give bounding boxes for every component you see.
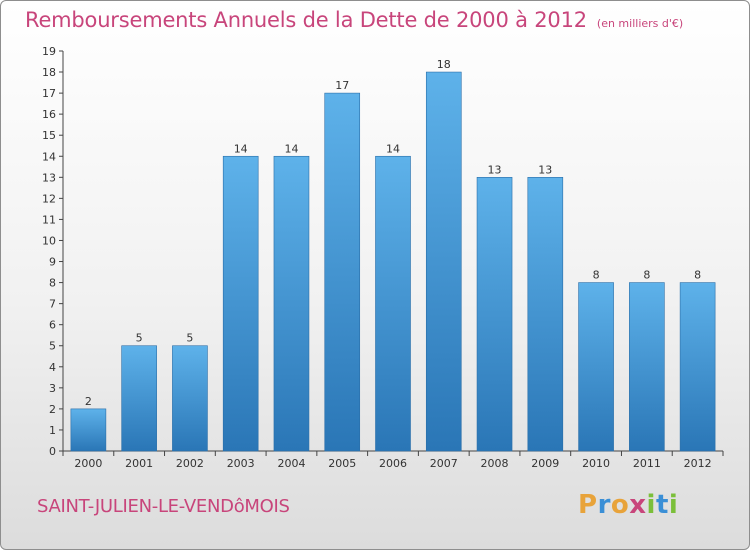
bar <box>375 155 411 452</box>
data-label: 13 <box>488 163 502 176</box>
y-tick-label: 17 <box>42 87 56 100</box>
y-tick-label: 0 <box>49 445 56 458</box>
data-label: 13 <box>538 163 552 176</box>
x-tick-label: 2000 <box>74 457 102 470</box>
x-tick-label: 2004 <box>277 457 305 470</box>
data-label: 14 <box>284 142 298 155</box>
bar <box>324 92 361 452</box>
bar <box>476 177 513 452</box>
bar <box>121 345 157 452</box>
data-label: 17 <box>335 79 349 92</box>
bar <box>629 282 665 452</box>
bar <box>70 408 107 452</box>
data-label: 8 <box>694 269 701 282</box>
bar <box>578 282 614 452</box>
chart-title-main: Remboursements Annuels de la Dette de 20… <box>25 8 587 32</box>
logo-letter: P <box>578 490 598 520</box>
data-label: 5 <box>186 332 193 345</box>
data-label: 14 <box>234 142 248 155</box>
x-tick-label: 2006 <box>379 457 407 470</box>
y-tick-label: 14 <box>42 150 56 163</box>
bar <box>527 177 564 452</box>
logo-letter: r <box>597 490 611 520</box>
bar <box>222 155 259 452</box>
commune-name: SAINT-JULIEN-LE-VENDôMOIS <box>37 496 290 517</box>
logo-letter: t <box>655 490 669 520</box>
chart-unit: (en milliers d'€) <box>596 17 684 30</box>
data-label: 5 <box>136 332 143 345</box>
bar <box>679 282 716 452</box>
x-tick-label: 2011 <box>633 457 661 470</box>
y-tick-label: 3 <box>49 382 56 395</box>
x-tick-label: 2010 <box>582 457 610 470</box>
y-tick-label: 1 <box>49 424 56 437</box>
x-tick-label: 2001 <box>125 457 153 470</box>
x-tick-label: 2005 <box>328 457 356 470</box>
y-tick-label: 19 <box>42 45 56 58</box>
y-tick-label: 4 <box>49 361 56 374</box>
y-tick-label: 6 <box>49 319 56 332</box>
chart-title: Remboursements Annuels de la Dette de 20… <box>25 8 683 32</box>
logo-letter: i <box>668 490 679 520</box>
y-tick-label: 13 <box>42 171 56 184</box>
y-tick-label: 15 <box>42 129 56 142</box>
y-tick-label: 12 <box>42 192 56 205</box>
y-tick-label: 18 <box>42 66 56 79</box>
x-tick-label: 2012 <box>684 457 712 470</box>
bar <box>273 155 310 452</box>
y-tick-label: 9 <box>49 256 56 269</box>
x-tick-label: 2008 <box>481 457 509 470</box>
y-tick-label: 8 <box>49 277 56 290</box>
y-tick-label: 2 <box>49 403 56 416</box>
data-label: 8 <box>593 269 600 282</box>
logo-letter: x <box>629 490 647 520</box>
bar <box>425 71 462 452</box>
logo-letter: o <box>610 490 630 520</box>
proxiti-logo[interactable]: Proxiti <box>578 490 678 520</box>
data-label: 18 <box>437 58 451 71</box>
y-tick-label: 10 <box>42 234 56 247</box>
data-label: 2 <box>85 395 92 408</box>
chart-bars: 2 5 5 14 14 17 14 18 13 13 8 8 8 <box>70 58 716 452</box>
bar <box>172 345 208 452</box>
data-label: 14 <box>386 142 400 155</box>
y-tick-label: 16 <box>42 108 56 121</box>
data-label: 8 <box>643 269 650 282</box>
y-tick-label: 11 <box>42 213 56 226</box>
y-tick-label: 5 <box>49 340 56 353</box>
y-tick-label: 7 <box>49 298 56 311</box>
logo-letter: i <box>646 490 656 520</box>
x-tick-label: 2002 <box>176 457 204 470</box>
x-tick-label: 2003 <box>227 457 255 470</box>
x-tick-label: 2007 <box>430 457 458 470</box>
x-tick-label: 2009 <box>531 457 559 470</box>
